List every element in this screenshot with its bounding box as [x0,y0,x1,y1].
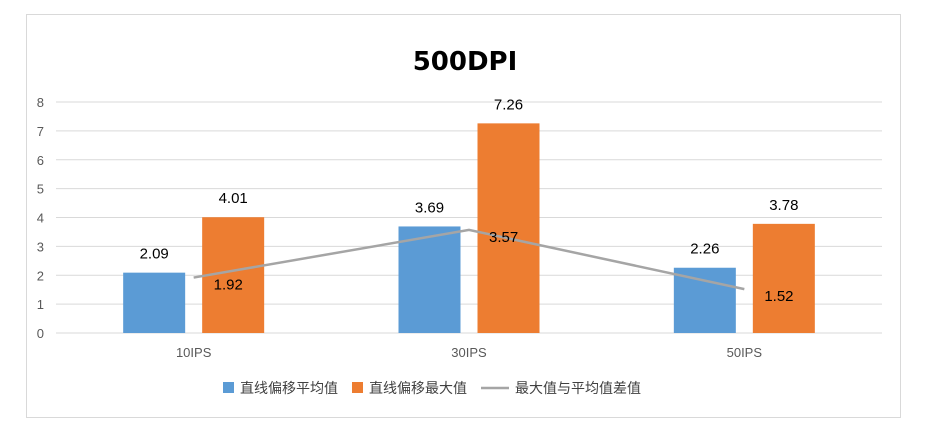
y-tick-label: 4 [37,211,44,226]
bar-maximum [477,123,540,334]
chart-frame [26,14,901,418]
data-labels: 2.09 3.69 2.26 4.01 7.26 3.78 1.92 3.57 1.52 [140,96,799,305]
y-axis-ticks: 0 1 2 3 4 5 6 7 8 [37,95,44,341]
legend-swatch [223,382,234,393]
gridlines [56,101,882,334]
y-tick-label: 8 [37,95,44,110]
bar-average [123,272,186,333]
y-tick-label: 1 [37,297,44,312]
legend-entry: 最大值与平均值差值 [515,381,641,397]
bar-maximum [752,223,815,333]
x-tick-label: 50IPS [727,345,763,360]
legend: 直线偏移平均值 直线偏移最大值 最大值与平均值差值 [223,380,641,397]
data-label: 3.78 [769,197,798,214]
data-label: 2.26 [690,241,719,258]
x-axis-ticks: 10IPS 30IPS 50IPS [176,345,762,360]
data-label: 7.26 [494,96,523,113]
y-tick-label: 2 [37,268,44,283]
y-tick-label: 3 [37,239,44,254]
bar-average [398,226,461,333]
x-tick-label: 30IPS [451,345,487,360]
x-tick-label: 10IPS [176,345,212,360]
y-tick-label: 7 [37,124,44,139]
legend-entry: 直线偏移平均值 [240,380,338,397]
line-data-label: 1.52 [764,288,793,305]
data-label: 2.09 [140,246,169,263]
series-line [193,228,745,291]
y-tick-label: 0 [37,326,44,341]
chart-title: 500DPI [413,47,518,77]
y-tick-label: 6 [37,153,44,168]
y-tick-label: 5 [37,182,44,197]
bars [123,123,815,334]
line-data-label: 3.57 [489,229,518,246]
bar-average [673,267,736,333]
data-label: 4.01 [219,190,248,207]
data-label: 3.69 [415,199,444,216]
difference-line [193,228,745,291]
legend-swatch [352,382,363,393]
legend-entry: 直线偏移最大值 [369,380,467,397]
line-data-label: 1.92 [214,277,243,294]
